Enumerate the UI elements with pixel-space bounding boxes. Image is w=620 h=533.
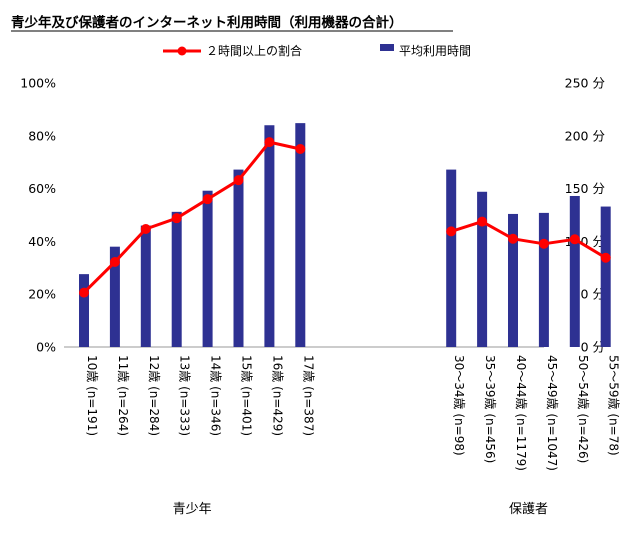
series-line [450, 220, 607, 260]
bar [446, 169, 457, 347]
line-series [79, 137, 611, 298]
bar [538, 212, 549, 347]
bar [140, 225, 151, 347]
line-point [202, 194, 213, 205]
left-tick-label: 40% [28, 234, 56, 249]
bar [477, 191, 488, 347]
left-tick-label: 0% [36, 340, 56, 355]
category-label: 11歳 (n=264) [116, 355, 130, 436]
line-point [140, 223, 151, 234]
left-tick-label: 100% [20, 76, 56, 91]
left-tick-label: 20% [28, 287, 56, 302]
bar [202, 190, 213, 347]
group-label: 青少年 [173, 502, 212, 517]
line-point [264, 137, 275, 148]
bar [109, 246, 120, 347]
line-point [79, 287, 89, 298]
series-line [82, 140, 301, 294]
legend-label-line: ２時間以上の割合 [206, 43, 302, 58]
group-label: 保護者 [509, 501, 548, 517]
bar [171, 211, 182, 347]
legend-bar-swatch [380, 44, 394, 51]
left-tick-label: 60% [28, 181, 56, 196]
left-axis-ticks: 0% 20% 40% 60% 80% 100% [20, 76, 56, 355]
bar [600, 206, 611, 347]
category-label: 50～54歳 (n=426) [576, 355, 590, 463]
legend-line-marker [177, 46, 187, 56]
category-label: 17歳 (n=387) [301, 355, 315, 436]
category-label: 14歳 (n=346) [209, 355, 223, 436]
line-point [477, 216, 488, 227]
category-label: 13歳 (n=333) [178, 355, 192, 436]
category-labels: 10歳 (n=191) 11歳 (n=264) 12歳 (n=284) 13歳 (n=… [85, 355, 620, 471]
group-labels: 青少年 保護者 [173, 501, 548, 517]
line-point [233, 175, 244, 186]
line-point [600, 252, 611, 263]
right-tick-label: 200 分 [565, 128, 605, 143]
legend: ２時間以上の割合 平均利用時間 [163, 43, 471, 58]
bar [295, 123, 306, 348]
right-tick-label: 0 分 [581, 340, 605, 355]
line-point [171, 213, 182, 224]
category-label: 12歳 (n=284) [147, 355, 161, 436]
bar [79, 274, 89, 347]
line-point [538, 238, 549, 249]
left-tick-label: 80% [28, 128, 56, 143]
category-label: 16歳 (n=429) [270, 355, 284, 436]
category-label: 10歳 (n=191) [85, 355, 99, 436]
line-point [446, 226, 457, 237]
right-tick-label: 250 分 [565, 76, 605, 91]
chart-title: 青少年及び保護者のインターネット利用時間（利用機器の合計） [11, 14, 403, 31]
line-point [295, 144, 306, 154]
line-point [569, 234, 580, 245]
bar [508, 213, 518, 347]
line-point [508, 233, 518, 244]
right-tick-label: 50 分 [573, 287, 605, 302]
category-label: 40～44歳 (n=1179) [514, 355, 528, 471]
right-tick-label: 150 分 [565, 181, 605, 196]
category-label: 30～34歳 (n=98) [452, 355, 466, 456]
bar [569, 195, 580, 347]
legend-label-bar: 平均利用時間 [399, 44, 471, 58]
category-label: 55～59歳 (n=78) [607, 355, 620, 456]
category-label: 35～39歳 (n=456) [483, 355, 497, 463]
category-label: 15歳 (n=401) [240, 355, 254, 436]
category-label: 45～49歳 (n=1047) [545, 355, 559, 471]
line-point [109, 256, 120, 267]
bar [233, 169, 244, 347]
bar-series [79, 123, 611, 348]
bar [264, 125, 275, 348]
